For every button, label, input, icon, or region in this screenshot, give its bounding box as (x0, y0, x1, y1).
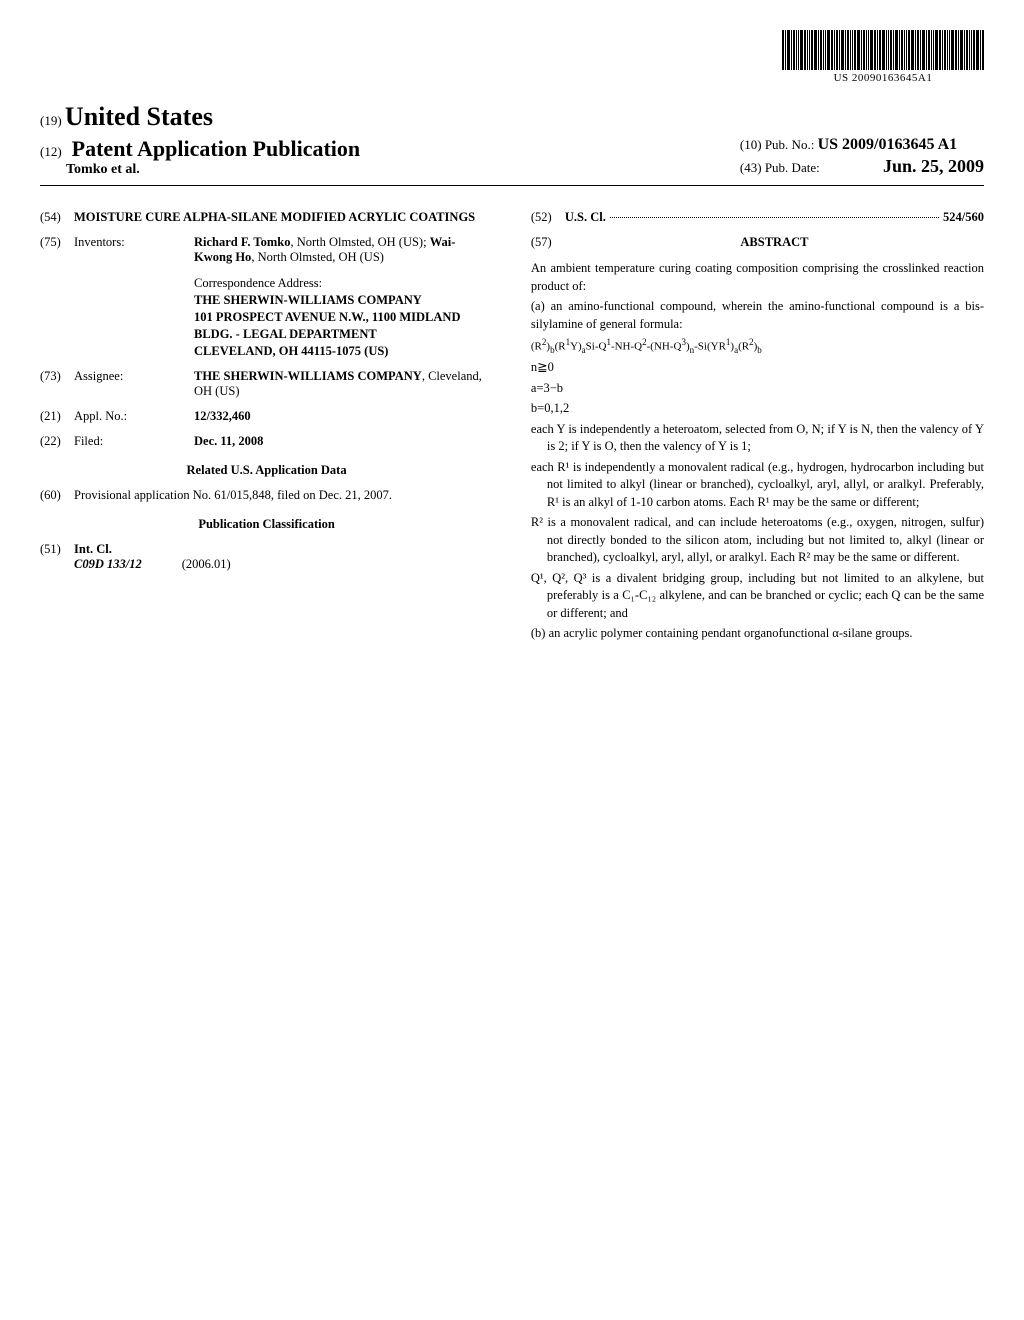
field-num: (73) (40, 369, 74, 399)
content-columns: (54) MOISTURE CURE ALPHA-SILANE MODIFIED… (40, 200, 984, 646)
label-19: (19) (40, 113, 62, 128)
constraint-b: b=0,1,2 (531, 400, 984, 418)
field-label: Filed: (74, 434, 194, 449)
filed-date: Dec. 11, 2008 (194, 434, 493, 449)
field-num: (21) (40, 409, 74, 424)
label-10: (10) (740, 137, 762, 152)
left-column: (54) MOISTURE CURE ALPHA-SILANE MODIFIED… (40, 200, 493, 646)
abstract-pa: (a) an amino-functional compound, wherei… (531, 298, 984, 333)
field-54: (54) MOISTURE CURE ALPHA-SILANE MODIFIED… (40, 210, 493, 225)
pub-no-label: Pub. No.: (765, 137, 814, 152)
field-num: (57) (531, 235, 565, 250)
corr-line: 101 PROSPECT AVENUE N.W., 1100 MIDLAND B… (194, 309, 493, 343)
correspondence: Correspondence Address: THE SHERWIN-WILL… (194, 275, 493, 359)
pub-no: US 2009/0163645 A1 (818, 136, 958, 153)
corr-line: CLEVELAND, OH 44115-1075 (US) (194, 343, 493, 360)
field-label: Assignee: (74, 369, 194, 399)
corr-line: THE SHERWIN-WILLIAMS COMPANY (194, 292, 493, 309)
right-column: (52) U.S. Cl. 524/560 (57) ABSTRACT An a… (531, 200, 984, 646)
barcode-bars (782, 30, 984, 70)
field-75: (75) Inventors: Richard F. Tomko, North … (40, 235, 493, 265)
authors: Tomko et al. (66, 162, 360, 178)
leader-dots (610, 217, 939, 218)
barcode: US 20090163645A1 (782, 30, 984, 84)
pub-date: Jun. 25, 2009 (883, 156, 984, 176)
def-r1: each R¹ is independently a monovalent ra… (531, 459, 984, 512)
pub-class-title: Publication Classification (40, 517, 493, 532)
field-51: (51) Int. Cl. C09D 133/12 (2006.01) (40, 542, 493, 572)
constraint-a: a=3−b (531, 380, 984, 398)
def-q: Q¹, Q², Q³ is a divalent bridging group,… (531, 570, 984, 623)
field-60: (60) Provisional application No. 61/015,… (40, 488, 493, 503)
intcl-label: Int. Cl. (74, 542, 493, 557)
constraint-n: n≧0 (531, 359, 984, 377)
field-21: (21) Appl. No.: 12/332,460 (40, 409, 493, 424)
corr-label: Correspondence Address: (194, 275, 493, 292)
field-num: (51) (40, 542, 74, 572)
field-52: (52) U.S. Cl. 524/560 (531, 210, 984, 225)
field-label: Appl. No.: (74, 409, 194, 424)
abstract-body: An ambient temperature curing coating co… (531, 260, 984, 643)
chemical-formula: (R2)b(R1Y)aSi-Q1-NH-Q2-(NH-Q3)n-Si(YR1)a… (531, 336, 984, 356)
abstract-pb: (b) an acrylic polymer containing pendan… (531, 625, 984, 643)
pub-date-label: Pub. Date: (765, 160, 820, 175)
invention-title: MOISTURE CURE ALPHA-SILANE MODIFIED ACRY… (74, 210, 493, 225)
field-num: (60) (40, 488, 74, 503)
provisional: Provisional application No. 61/015,848, … (74, 488, 493, 503)
label-43: (43) (740, 160, 762, 175)
divider (40, 185, 984, 186)
appl-no: 12/332,460 (194, 409, 493, 424)
title-row: (19) United States (12) Patent Applicati… (40, 92, 984, 179)
uscl-val: 524/560 (943, 210, 984, 225)
field-num: (22) (40, 434, 74, 449)
barcode-number: US 20090163645A1 (834, 72, 933, 84)
field-num: (75) (40, 235, 74, 265)
field-22: (22) Filed: Dec. 11, 2008 (40, 434, 493, 449)
def-y: each Y is independently a heteroatom, se… (531, 421, 984, 456)
def-r2: R² is a monovalent radical, and can incl… (531, 514, 984, 567)
abstract-title: ABSTRACT (565, 235, 984, 250)
related-data-title: Related U.S. Application Data (40, 463, 493, 478)
assignee: THE SHERWIN-WILLIAMS COMPANY, Cleveland,… (194, 369, 493, 399)
field-num: (52) (531, 210, 565, 225)
field-label: Inventors: (74, 235, 194, 265)
document-header: US 20090163645A1 (40, 30, 984, 84)
field-73: (73) Assignee: THE SHERWIN-WILLIAMS COMP… (40, 369, 493, 399)
abstract-p1: An ambient temperature curing coating co… (531, 260, 984, 295)
inventors: Richard F. Tomko, North Olmsted, OH (US)… (194, 235, 493, 265)
intcl-year: (2006.01) (182, 557, 231, 572)
uscl-label: U.S. Cl. (565, 210, 606, 225)
country-title: United States (65, 102, 213, 131)
field-num: (54) (40, 210, 74, 225)
field-57: (57) ABSTRACT (531, 235, 984, 250)
publication-type: Patent Application Publication (72, 136, 360, 162)
label-12: (12) (40, 144, 62, 160)
intcl-code: C09D 133/12 (74, 557, 142, 572)
